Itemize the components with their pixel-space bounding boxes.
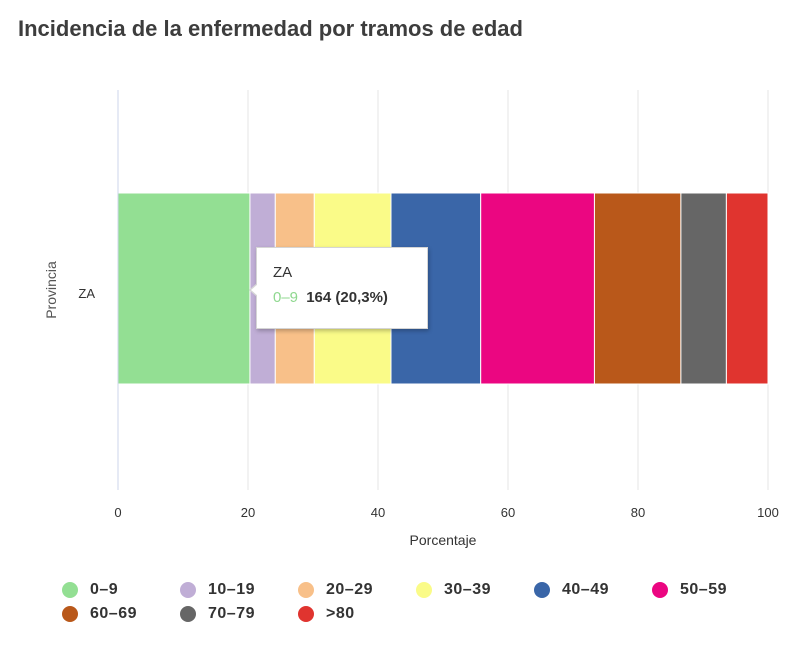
x-axis-title: Porcentaje	[410, 532, 477, 548]
chart-title: Incidencia de la enfermedad por tramos d…	[18, 16, 523, 41]
tooltip-value: 164 (20,3%)	[306, 289, 388, 306]
bar-segment-6[interactable]	[593, 192, 682, 385]
x-tick-labels: 0 20 40 60 80 100	[114, 505, 778, 520]
legend-label: 10–19	[208, 581, 255, 598]
legend-marker	[416, 582, 432, 598]
x-tick-label: 0	[114, 505, 121, 520]
legend-item-6[interactable]: 60–69	[62, 605, 180, 623]
legend-marker	[298, 606, 314, 622]
legend-marker	[180, 582, 196, 598]
legend-item-7[interactable]: 70–79	[180, 605, 298, 623]
legend: 0–9 10–19 20–29 30–39 40–49 50–59 60–69 70–79 >8…	[62, 581, 782, 623]
legend-label: 50–59	[680, 581, 727, 598]
legend-label: 30–39	[444, 581, 491, 598]
x-tick-label: 100	[757, 505, 779, 520]
legend-item-3[interactable]: 30–39	[416, 581, 534, 599]
legend-label: >80	[326, 605, 355, 622]
x-tick-label: 80	[631, 505, 645, 520]
legend-marker	[62, 582, 78, 598]
bar-segment-5[interactable]	[480, 192, 595, 385]
legend-item-8[interactable]: >80	[298, 605, 416, 623]
bar-stack[interactable]	[117, 192, 769, 385]
legend-marker	[62, 606, 78, 622]
legend-item-5[interactable]: 50–59	[652, 581, 770, 599]
legend-item-4[interactable]: 40–49	[534, 581, 652, 599]
tooltip-series: 0–9	[273, 289, 299, 306]
bar-segment-0[interactable]	[117, 192, 251, 385]
x-tick-label: 20	[241, 505, 255, 520]
legend-label: 40–49	[562, 581, 609, 598]
legend-label: 20–29	[326, 581, 373, 598]
legend-label: 70–79	[208, 605, 255, 622]
category-label-za: ZA	[78, 286, 95, 301]
x-tick-label: 60	[501, 505, 515, 520]
legend-label: 60–69	[90, 605, 137, 622]
bar-segment-8[interactable]	[725, 192, 769, 385]
tooltip: ZA 0–9 164 (20,3%)	[249, 247, 428, 329]
legend-item-2[interactable]: 20–29	[298, 581, 416, 599]
bar-segment-7[interactable]	[680, 192, 727, 385]
legend-marker	[180, 606, 196, 622]
legend-label: 0–9	[90, 581, 119, 598]
tooltip-category: ZA	[273, 264, 293, 281]
legend-item-0[interactable]: 0–9	[62, 581, 180, 599]
legend-item-1[interactable]: 10–19	[180, 581, 298, 599]
x-tick-label: 40	[371, 505, 385, 520]
legend-marker	[534, 582, 550, 598]
legend-marker	[298, 582, 314, 598]
y-axis-title: Provincia	[43, 261, 59, 319]
legend-marker	[652, 582, 668, 598]
